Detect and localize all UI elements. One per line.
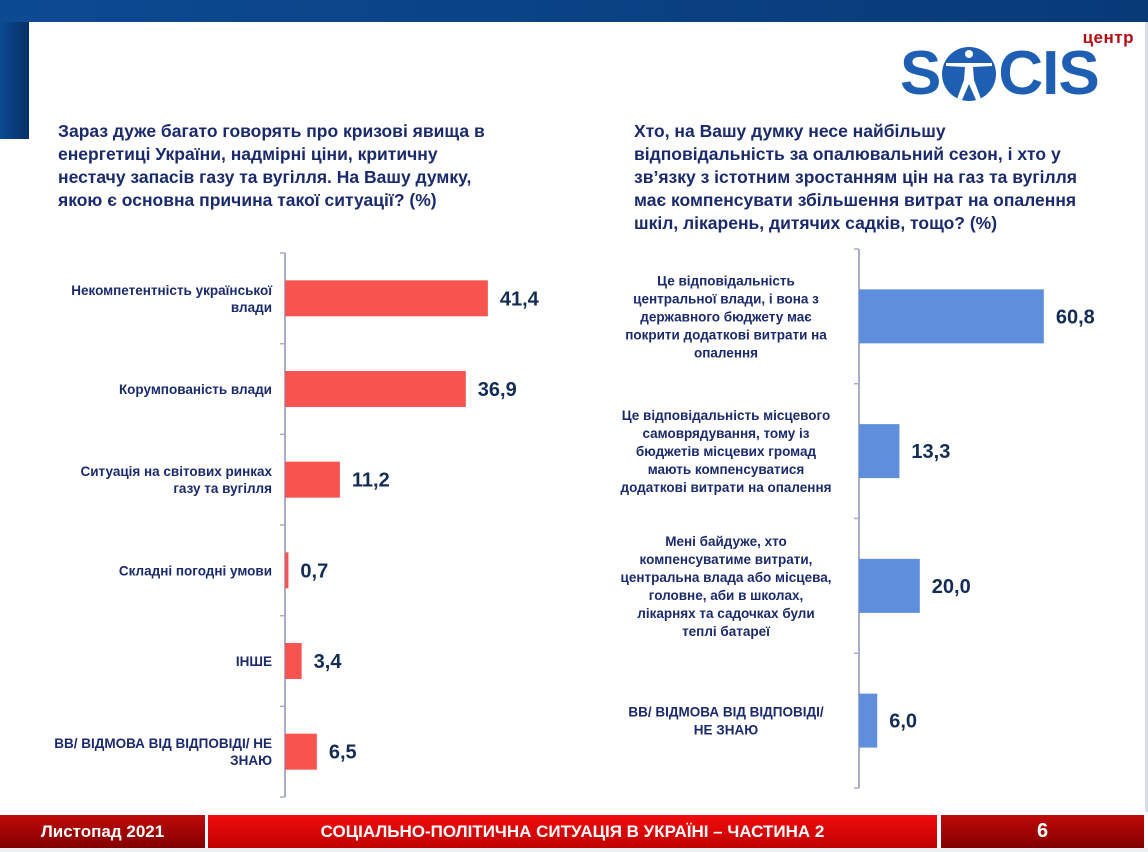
right-category-label: Це відповідальність місцевого самоврядува… xyxy=(621,408,832,495)
left-bar xyxy=(285,371,466,407)
left-category-label: Ситуація на світових ринках газу та вугіл… xyxy=(81,464,273,496)
category-label-line: лікарнях та садочках були xyxy=(637,606,814,621)
category-label-line: Ситуація на світових ринках xyxy=(81,464,273,479)
category-label-line: газу та вугілля xyxy=(173,481,272,496)
category-label-line: державного бюджету має xyxy=(640,309,812,324)
page-number: 6 xyxy=(941,815,1144,848)
footer-shadow xyxy=(0,848,1148,852)
logo-letter-s: S xyxy=(900,39,941,108)
logo-letters-cis: CIS xyxy=(998,39,1099,108)
header-band xyxy=(0,0,1148,22)
left-value-label: 11,2 xyxy=(352,470,390,492)
socis-logo: центр S CIS xyxy=(900,28,1140,108)
right-category-label: Це відповідальність центральної влади, і … xyxy=(625,273,827,360)
logo-wordmark: S CIS xyxy=(900,39,1100,108)
footer-date: Листопад 2021 xyxy=(0,815,205,848)
category-label-line: НЕ ЗНАЮ xyxy=(694,723,758,738)
category-label-line: Корумпованість влади xyxy=(119,382,272,397)
category-label-line: покрити додаткові витрати на xyxy=(625,327,827,342)
right-question-title: Хто, на Вашу думку несе найбільшу відпов… xyxy=(634,121,1077,233)
right-category-label: Мені байдуже, хто компенсуватиме витрати,… xyxy=(621,534,832,639)
left-bar xyxy=(285,552,289,589)
category-label-line: центральна влада або місцева, xyxy=(621,570,832,585)
side-accent-band xyxy=(0,22,29,139)
category-label-line: ВВ/ ВІДМОВА ВІД ВІДПОВІДІ/ НЕ xyxy=(54,736,272,751)
left-category-label: ВВ/ ВІДМОВА ВІД ВІДПОВІДІ/ НЕ ЗНАЮ xyxy=(54,736,272,768)
left-category-label: Корумпованість влади xyxy=(119,382,272,397)
left-value-label: 0,7 xyxy=(300,560,328,582)
category-label-line: влади xyxy=(231,300,272,315)
right-bar xyxy=(859,693,878,748)
category-label-line: Некомпетентність української xyxy=(71,283,273,298)
left-value-label: 3,4 xyxy=(314,651,343,673)
footer-bar: Листопад 2021 СОЦІАЛЬНО-ПОЛІТИЧНА СИТУАЦ… xyxy=(0,815,1148,852)
left-bar xyxy=(285,280,488,317)
vitruvian-figure-icon xyxy=(942,47,997,101)
right-value-label: 6,0 xyxy=(889,711,917,733)
category-label-line: ЗНАЮ xyxy=(230,753,272,768)
right-bar xyxy=(859,424,900,479)
category-label-line: додаткові витрати на опалення xyxy=(621,480,832,495)
left-category-label: Некомпетентність української влади xyxy=(71,283,273,315)
logo-centr-text: центр xyxy=(1082,28,1134,47)
left-question-title: Зараз дуже багато говорять про кризові я… xyxy=(58,121,485,210)
category-label-line: ІНШЕ xyxy=(236,654,272,669)
category-label-line: Мені байдуже, хто xyxy=(665,534,787,549)
footer-title: СОЦІАЛЬНО-ПОЛІТИЧНА СИТУАЦІЯ В УКРАЇНІ –… xyxy=(208,815,937,848)
category-label-line: Складні погодні умови xyxy=(119,563,272,578)
category-label-line: самоврядування, тому із xyxy=(642,426,809,441)
right-bar xyxy=(859,289,1044,344)
left-category-label: ІНШЕ xyxy=(236,654,272,669)
left-value-label: 41,4 xyxy=(500,288,540,310)
left-category-label: Складні погодні умови xyxy=(119,563,272,578)
left-bar xyxy=(285,733,317,770)
category-label-line: головне, аби в школах, xyxy=(649,588,804,603)
right-value-label: 20,0 xyxy=(932,576,971,598)
right-value-label: 60,8 xyxy=(1056,306,1095,328)
category-label-line: центральної влади, і вона з xyxy=(633,291,819,306)
category-label-line: мають компенсуватися xyxy=(648,462,805,477)
slide-edge xyxy=(1145,22,1148,812)
left-bar xyxy=(285,461,340,498)
category-label-line: компенсуватиме витрати, xyxy=(640,552,813,567)
category-label-line: теплі батареї xyxy=(682,624,771,639)
left-value-label: 36,9 xyxy=(478,379,517,401)
left-bar xyxy=(285,643,302,679)
category-label-line: ВВ/ ВІДМОВА ВІД ВІДПОВІДІ/ xyxy=(628,705,823,720)
left-value-label: 6,5 xyxy=(329,742,357,764)
category-label-line: Це відповідальність xyxy=(657,273,795,288)
right-category-label: ВВ/ ВІДМОВА ВІД ВІДПОВІДІ/НЕ ЗНАЮ xyxy=(628,705,823,738)
right-value-label: 13,3 xyxy=(911,441,950,463)
right-bar xyxy=(859,558,920,613)
category-label-line: опалення xyxy=(694,345,758,360)
category-label-line: бюджетів місцевих громад xyxy=(636,444,817,459)
category-label-line: Це відповідальність місцевого xyxy=(622,408,831,423)
